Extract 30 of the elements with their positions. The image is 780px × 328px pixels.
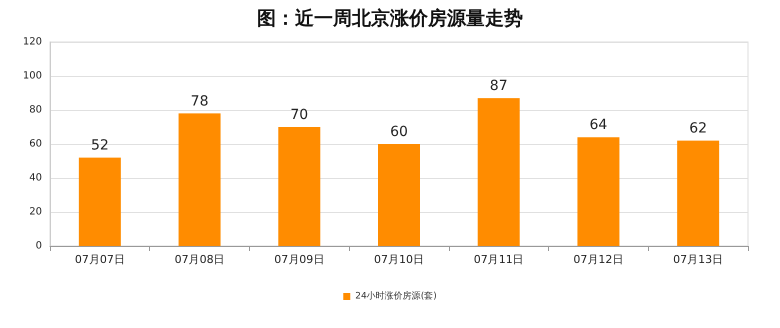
data-label: 70 xyxy=(290,107,308,123)
bar xyxy=(577,137,620,246)
data-label: 52 xyxy=(90,138,109,154)
x-tick-label: 07月09日 xyxy=(274,253,324,266)
data-label: 64 xyxy=(590,117,608,134)
x-tick-label: 07月12日 xyxy=(573,253,624,266)
y-tick-label: 0 xyxy=(36,240,42,252)
y-tick-label: 20 xyxy=(29,206,42,218)
data-label: 62 xyxy=(689,120,708,137)
data-label: 60 xyxy=(390,124,408,140)
legend-label: 24小时涨价房源(套) xyxy=(355,290,437,302)
bar xyxy=(178,113,221,246)
x-tick-label: 07月10日 xyxy=(374,253,424,266)
y-tick-label: 40 xyxy=(29,172,42,184)
x-tick-label: 07月13日 xyxy=(673,253,724,266)
data-label: 78 xyxy=(190,93,208,110)
x-tick-label: 07月11日 xyxy=(474,253,524,266)
y-tick-label: 100 xyxy=(22,70,42,82)
bar xyxy=(478,98,520,246)
bar xyxy=(278,127,320,246)
data-label: 87 xyxy=(490,78,508,94)
x-tick-label: 07月08日 xyxy=(174,253,225,266)
bar xyxy=(378,144,420,246)
bar xyxy=(677,140,720,246)
y-tick-label: 120 xyxy=(22,36,42,48)
y-tick-label: 60 xyxy=(29,138,42,150)
bar xyxy=(78,158,121,246)
chart-title: 图：近一周北京涨价房源量走势 xyxy=(257,8,523,30)
y-tick-label: 80 xyxy=(29,104,42,116)
x-tick-label: 07月07日 xyxy=(74,253,125,266)
